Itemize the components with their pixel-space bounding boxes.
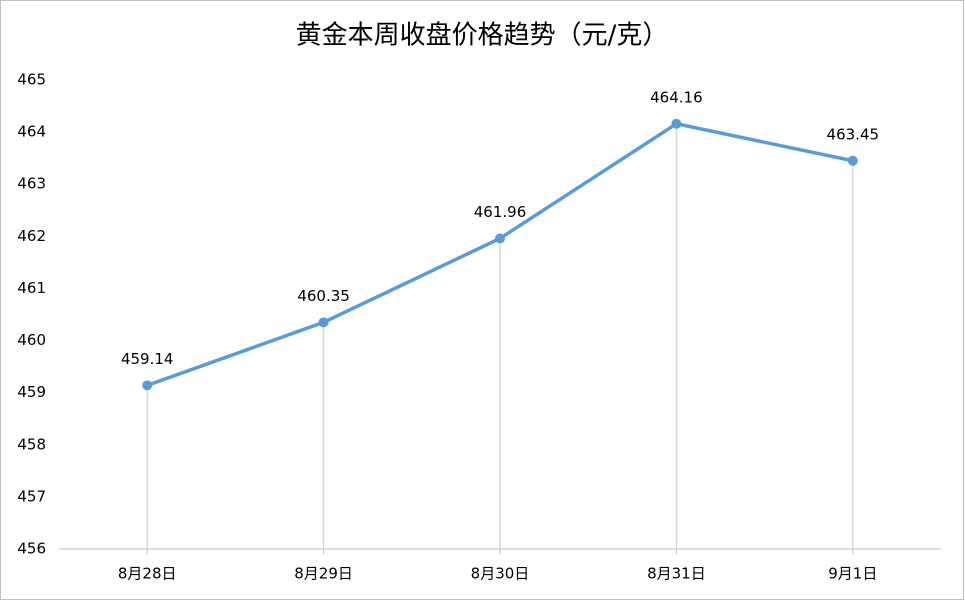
- y-tick-label: 459: [17, 383, 46, 401]
- y-tick-label: 463: [17, 175, 46, 193]
- point: [671, 118, 682, 129]
- y-tick-label: 462: [17, 227, 46, 245]
- y-tick-label: 461: [17, 279, 46, 297]
- y-tick-label: 456: [17, 540, 46, 558]
- data-label: 464.16: [650, 88, 703, 106]
- chart-title: 黄金本周收盘价格趋势（元/克）: [296, 21, 669, 51]
- point: [847, 155, 858, 166]
- data-label: 461.96: [474, 203, 527, 221]
- y-tick-label: 465: [17, 71, 46, 89]
- x-tick-label: 8月29日: [294, 565, 353, 583]
- data-label: 460.35: [297, 287, 350, 305]
- y-tick-label: 460: [17, 331, 46, 349]
- data-label: 459.14: [121, 350, 174, 368]
- data-label: 463.45: [827, 125, 880, 143]
- x-tick-label: 8月31日: [647, 565, 706, 583]
- point: [318, 317, 329, 328]
- x-tick-label: 9月1日: [828, 565, 877, 583]
- x-tick-label: 8月28日: [118, 565, 177, 583]
- y-tick-label: 464: [17, 123, 46, 141]
- y-tick-label: 457: [17, 487, 46, 505]
- x-tick-label: 8月30日: [471, 565, 530, 583]
- point: [495, 233, 505, 244]
- y-tick-label: 458: [17, 435, 46, 453]
- point: [142, 380, 153, 391]
